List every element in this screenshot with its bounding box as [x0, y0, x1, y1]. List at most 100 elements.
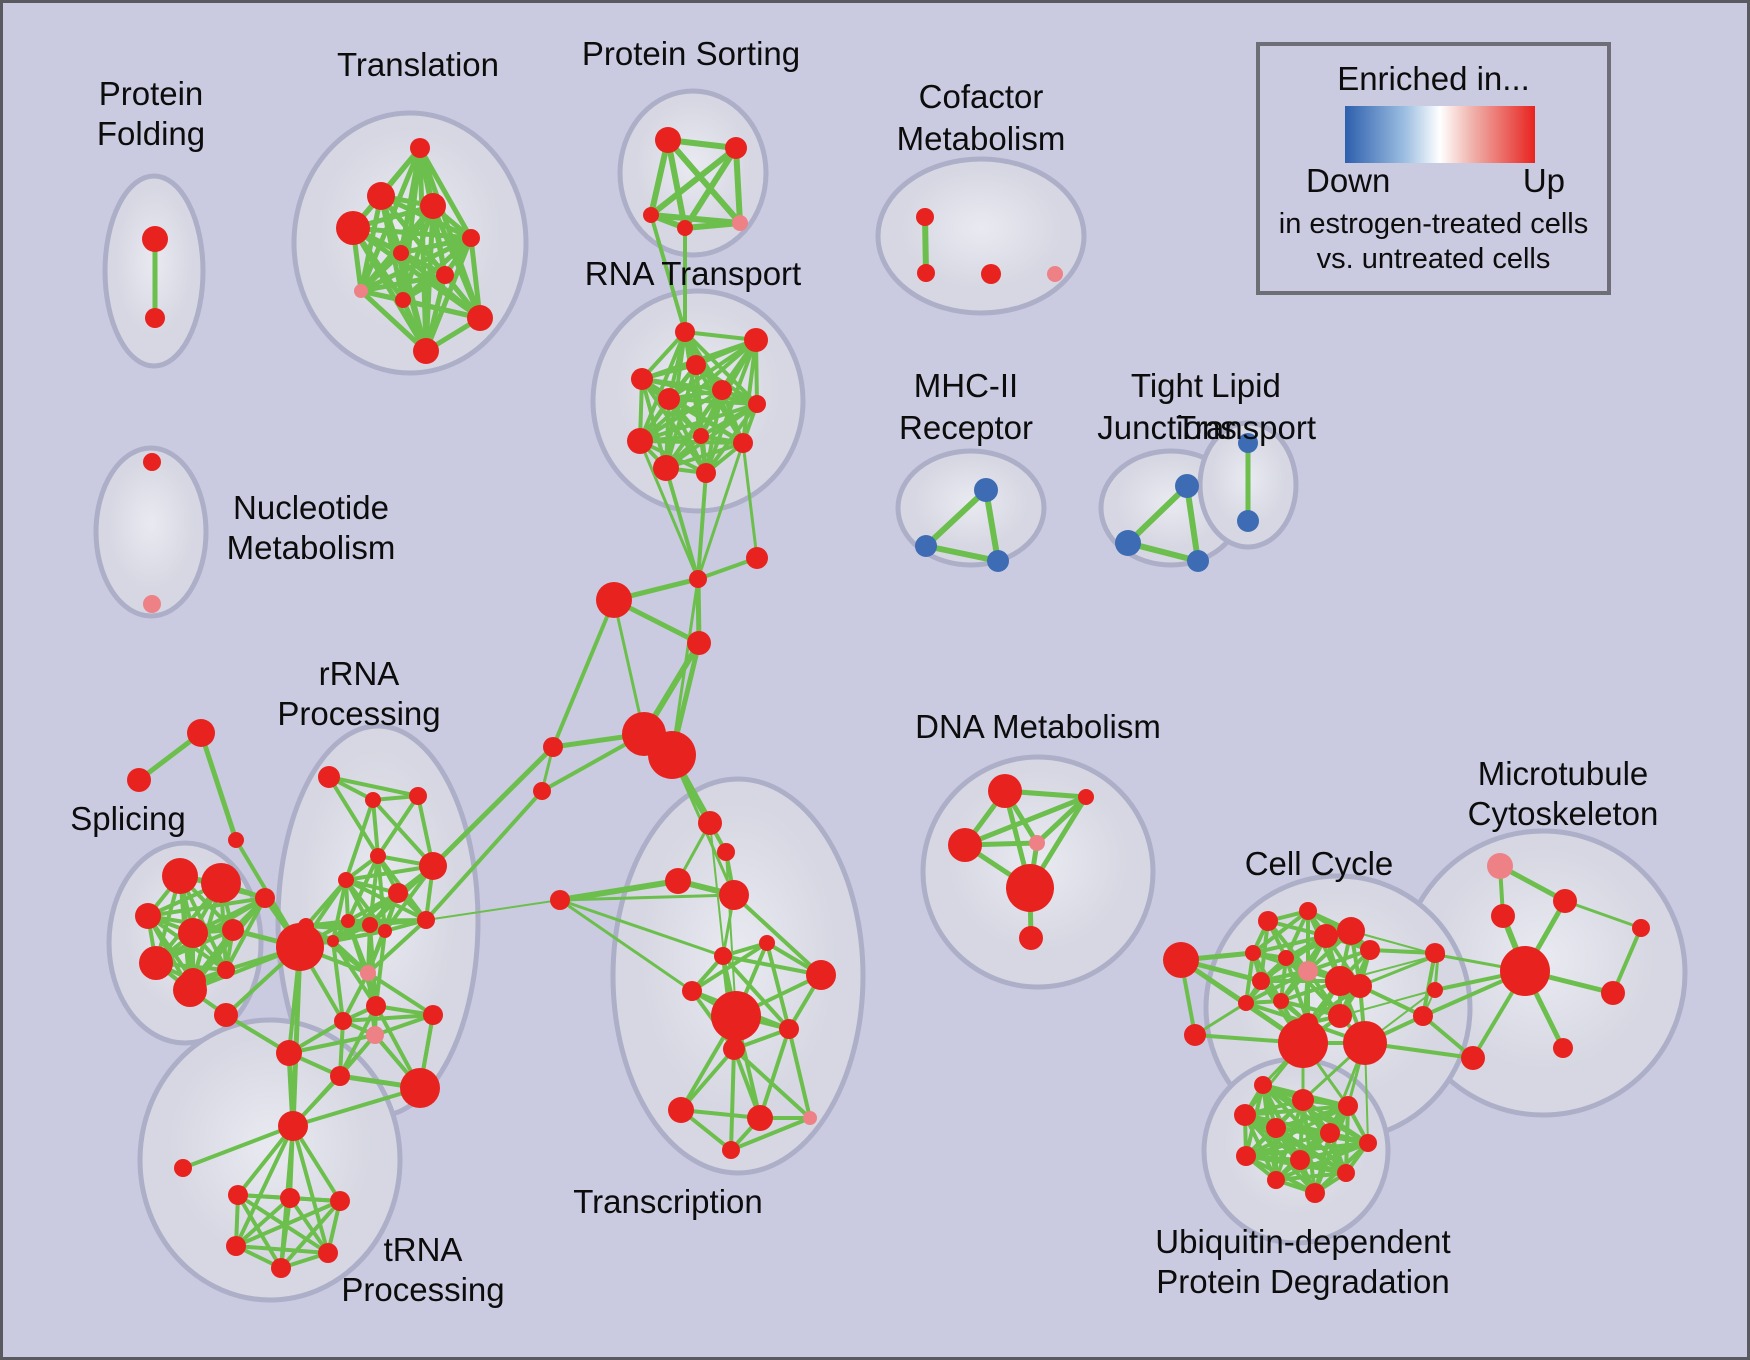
network-node-rt12	[696, 463, 716, 483]
network-edge	[423, 272, 448, 354]
network-node-sp1	[162, 858, 198, 894]
network-edge	[1306, 948, 1372, 973]
network-node-pf1	[142, 226, 168, 252]
network-edge	[181, 1124, 295, 1170]
legend-caption-line1: in estrogen-treated cells	[1278, 208, 1589, 240]
network-node-rr17	[330, 1066, 350, 1086]
network-edge	[331, 878, 348, 943]
network-edge	[558, 893, 736, 902]
network-node-fr3	[228, 832, 244, 848]
legend-gradient-bar	[1345, 106, 1535, 163]
network-node-mt1	[1487, 853, 1513, 879]
network-node-ml2	[533, 782, 551, 800]
network-node-rt5	[712, 380, 732, 400]
network-edge	[350, 225, 429, 354]
network-node-rr5	[338, 872, 354, 888]
network-node-tx3	[806, 960, 836, 990]
network-edge	[649, 213, 687, 334]
network-node-sp3	[135, 903, 161, 929]
network-node-tr6	[318, 1243, 338, 1263]
cluster-ellipse-cofactor-metabolism	[875, 156, 1087, 316]
network-edge	[1243, 1104, 1350, 1117]
network-node-ub4	[1338, 1096, 1358, 1116]
network-edge	[344, 798, 375, 882]
network-node-rt11	[653, 455, 679, 481]
network-node-mt9	[1632, 919, 1650, 937]
network-edge	[962, 794, 1089, 848]
network-edge	[558, 898, 725, 958]
network-edge	[1350, 930, 1439, 956]
network-node-rr20	[366, 996, 386, 1016]
network-node-mh2	[915, 535, 937, 557]
network-node-ub9	[1290, 1150, 1310, 1170]
network-node-cc9	[1278, 950, 1294, 966]
network-edge	[1244, 969, 1310, 1005]
legend-down-label: Down	[1306, 162, 1391, 199]
network-node-ub10	[1337, 1164, 1355, 1182]
network-node-t10	[467, 305, 493, 331]
network-edge	[664, 466, 700, 581]
network-edge	[923, 543, 1001, 564]
network-node-ub1	[1254, 1076, 1272, 1094]
network-edge	[1358, 953, 1440, 988]
network-node-tx2	[714, 947, 732, 965]
network-node-rr15	[366, 1026, 384, 1044]
network-node-rt4	[631, 368, 653, 390]
network-node-rr9	[362, 917, 378, 933]
cluster-label-dna-metabolism: DNA Metabolism	[915, 708, 1161, 745]
network-edge	[234, 1244, 330, 1255]
legend-box: Enriched in... Down Up in estrogen-treat…	[1256, 42, 1611, 295]
network-edge	[557, 878, 681, 903]
network-node-cc11	[1325, 966, 1355, 996]
network-node-rr18	[400, 1068, 440, 1108]
network-edge	[425, 899, 561, 921]
network-node-it4	[719, 880, 749, 910]
network-node-ub5	[1266, 1118, 1286, 1138]
cluster-label-protein-sorting: Protein Sorting	[582, 35, 800, 72]
network-edge	[721, 954, 823, 977]
network-edge	[648, 145, 739, 218]
network-node-rr11	[417, 911, 435, 929]
network-node-nm2	[143, 595, 161, 613]
network-node-cc13	[1252, 972, 1270, 990]
network-edge	[366, 971, 435, 1017]
network-node-rr14	[360, 965, 376, 981]
legend-downup-row: Down Up	[1306, 162, 1565, 200]
network-edge	[638, 439, 700, 581]
network-node-bp2	[648, 731, 696, 779]
network-edge	[558, 898, 694, 993]
network-edge	[679, 1108, 762, 1120]
network-node-dn6	[1019, 926, 1043, 950]
network-node-cc7	[1360, 940, 1380, 960]
cluster-label-rna-transport: RNA Transport	[585, 255, 801, 292]
network-node-rr21	[423, 1005, 443, 1025]
network-node-sp8	[217, 961, 235, 979]
network-node-rrH	[276, 923, 324, 971]
cluster-label-cofactor-metabolism: Cofactor Metabolism	[897, 78, 1066, 157]
network-edge	[983, 487, 1001, 564]
network-node-ps2	[725, 137, 747, 159]
network-node-tr8	[174, 1159, 192, 1177]
network-node-cc21	[1413, 1006, 1433, 1026]
cluster-label-microtubule-cytoskeleton: Microtubule Cytoskeleton	[1468, 755, 1659, 832]
network-edge	[1274, 1171, 1348, 1182]
network-node-rr19	[334, 1012, 352, 1030]
network-edge	[344, 864, 435, 882]
network-node-tx7	[668, 1097, 694, 1123]
network-edge	[787, 1027, 812, 1120]
network-edge	[234, 1199, 342, 1248]
network-edge	[1125, 483, 1190, 546]
network-edge	[358, 272, 448, 294]
network-node-cf2	[917, 264, 935, 282]
network-edge	[1251, 909, 1310, 955]
network-edge	[417, 145, 474, 241]
network-node-rr22	[214, 1003, 238, 1027]
network-node-mtH	[1500, 946, 1550, 996]
network-edge	[279, 1196, 292, 1270]
network-edge	[1251, 934, 1328, 955]
network-node-dn4	[1029, 835, 1045, 851]
network-node-rt7	[748, 395, 766, 413]
network-node-nm1	[143, 453, 161, 471]
network-node-mt7	[1553, 1038, 1573, 1058]
